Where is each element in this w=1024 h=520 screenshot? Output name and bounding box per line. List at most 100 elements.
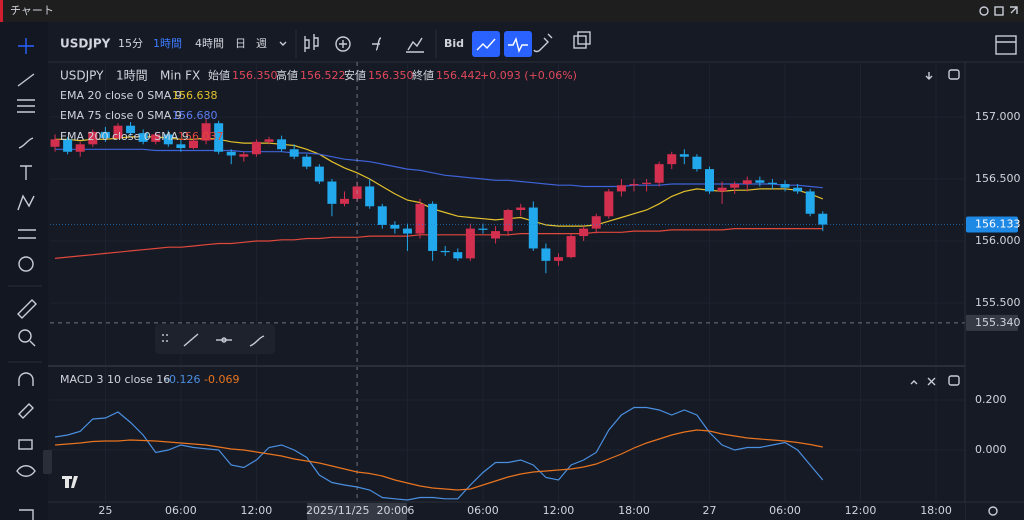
interval-button[interactable]: 4時間 [195, 37, 224, 50]
legend: USDJPY 1時間 Min FX 始値 156.350 高値 156.522 … [60, 68, 577, 386]
collapse-handle[interactable] [43, 450, 52, 474]
legend-interval: 1時間 [116, 69, 148, 83]
candle-body [188, 140, 198, 149]
signal-value: -0.069 [204, 373, 239, 386]
ema-name: EMA 20 close 0 SMA 9 [60, 89, 182, 102]
x-tick-label: 12:00 [241, 504, 273, 517]
candle-body [730, 183, 740, 188]
ohlc-value: 156.350 [368, 69, 414, 82]
candle-body [616, 185, 626, 192]
candle-body [75, 144, 85, 152]
crosshair-time-label: 2025/11/25 20:00 [306, 504, 408, 517]
candle-body [705, 169, 715, 192]
y-tick-label: 0.200 [975, 393, 1007, 406]
candle-body [591, 216, 601, 229]
candle-body [553, 257, 563, 261]
legend-symbol: USDJPY [60, 69, 104, 83]
candle-body [440, 250, 450, 253]
ohlc-name: 安値 [344, 68, 366, 82]
y-tick-label: 156.000 [975, 234, 1021, 247]
x-tick-label: 18:00 [618, 504, 650, 517]
candle-body [226, 151, 236, 156]
candle-body [100, 131, 110, 139]
marks [50, 62, 965, 502]
crosshair-price-label: 155.340 [975, 316, 1021, 329]
ohlc-name: 始値 [208, 68, 230, 82]
candle-body [365, 186, 375, 207]
time-axis [48, 502, 965, 520]
candle-body [251, 141, 261, 155]
x-tick-label: 06:00 [467, 504, 499, 517]
interval-button[interactable]: 週 [256, 37, 267, 50]
ema-value: 156.037 [178, 130, 224, 143]
candle-body [465, 228, 475, 259]
toggle-button-active[interactable] [504, 31, 532, 57]
ohlc-value: 156.442 [436, 69, 482, 82]
indicator-line [55, 136, 824, 227]
legend-source: Min FX [160, 69, 200, 83]
crosshair-price-badge [966, 314, 1018, 331]
logo-mark [62, 476, 78, 488]
grid [50, 62, 965, 502]
toggle-icon [508, 36, 528, 54]
top-toolbar [48, 24, 1024, 62]
window-icons[interactable] [979, 6, 1018, 16]
x-tick-label: 12:00 [845, 504, 877, 517]
candle-body [667, 154, 677, 165]
toolbar-icons[interactable] [304, 31, 1017, 55]
floating-tools[interactable] [162, 333, 265, 347]
candle-body [63, 139, 73, 152]
ema-value: 156.638 [172, 89, 218, 102]
price-type-button[interactable]: Bid [444, 37, 464, 50]
candle-body [138, 133, 148, 142]
interval-button[interactable]: 日 [235, 37, 246, 50]
candle-body [780, 183, 790, 188]
logo [54, 468, 88, 496]
last-price-badge [966, 216, 1018, 233]
interval-button-active[interactable]: 1時間 [153, 37, 182, 50]
candle-body [176, 144, 186, 149]
x-tick-label: 12:00 [543, 504, 575, 517]
candle-body [327, 181, 337, 204]
ohlc-name: 高値 [276, 68, 298, 82]
candle-body [654, 164, 664, 183]
indicator-line [55, 148, 823, 189]
candle-body [302, 156, 312, 167]
ema-name: EMA 200 close 0 SMA 9 [60, 130, 189, 143]
pane-buttons[interactable] [910, 69, 998, 516]
ohlc-value: 156.522 [300, 69, 346, 82]
macd-value: -0.126 [165, 373, 200, 386]
interval-button[interactable]: 15分 [118, 37, 143, 50]
crosshair-time-badge [307, 503, 408, 520]
candle-body [377, 206, 387, 225]
candle-body [793, 187, 803, 192]
title-accent [0, 0, 3, 22]
toolbar-symbol[interactable]: USDJPY [60, 37, 111, 51]
indicator-line [54, 429, 823, 491]
x-tick-label: 06:00 [769, 504, 801, 517]
candle-body [679, 154, 689, 157]
y-tick-label: 155.500 [975, 296, 1021, 309]
candle-body [453, 252, 463, 259]
candle-body [151, 134, 161, 142]
candle-body [541, 248, 551, 261]
candle-body [629, 183, 639, 186]
candle-body [402, 228, 412, 234]
candle-body [692, 156, 702, 170]
toggle-button-active[interactable] [472, 31, 500, 57]
candle-body [88, 131, 98, 145]
candle-body [767, 182, 777, 184]
candle-body [566, 236, 576, 258]
candle-body [642, 182, 652, 184]
candle-body [428, 203, 438, 251]
candle-body [478, 228, 488, 230]
ema-value: 156.680 [172, 109, 218, 122]
left-tools[interactable] [16, 38, 37, 520]
candle-body [214, 123, 224, 152]
interval-dropdown[interactable] [279, 41, 287, 46]
title-bar [0, 0, 1024, 22]
candle-body [742, 180, 752, 184]
candle-body [390, 224, 400, 229]
x-tick-label: 25 [98, 504, 112, 517]
